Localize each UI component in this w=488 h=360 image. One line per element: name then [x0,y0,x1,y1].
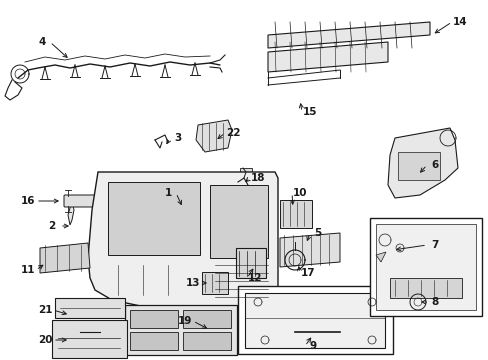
Bar [130,332,178,350]
Polygon shape [209,185,267,258]
Text: 2: 2 [48,221,56,231]
Text: 17: 17 [300,268,315,278]
Text: 5: 5 [314,228,321,238]
Bar [280,200,311,228]
Polygon shape [375,252,385,262]
Bar [55,298,125,318]
Bar [183,332,230,350]
Bar [389,278,461,298]
Polygon shape [387,128,457,198]
Text: 15: 15 [302,107,317,117]
Text: 18: 18 [250,173,264,183]
Text: 14: 14 [452,17,467,27]
Text: 19: 19 [178,316,192,326]
Text: 21: 21 [38,305,52,315]
Text: 6: 6 [430,160,438,170]
Polygon shape [267,42,387,72]
Text: 22: 22 [225,128,240,138]
Text: 9: 9 [309,341,316,351]
Bar [202,272,227,294]
Text: 16: 16 [20,196,35,206]
Polygon shape [280,233,339,267]
Text: 8: 8 [430,297,438,307]
Bar [52,320,127,358]
Polygon shape [267,22,429,48]
Text: 13: 13 [185,278,200,288]
Text: 4: 4 [38,37,45,47]
FancyBboxPatch shape [64,195,181,207]
Text: 12: 12 [247,273,262,283]
Bar [375,224,475,310]
Bar [238,286,392,354]
Polygon shape [196,120,231,152]
Polygon shape [40,243,90,273]
Bar [397,152,439,180]
Bar [369,218,481,316]
Polygon shape [244,293,384,348]
Text: 10: 10 [292,188,306,198]
Polygon shape [88,172,278,315]
Text: 7: 7 [430,240,438,250]
Text: 20: 20 [38,335,52,345]
Polygon shape [68,200,74,225]
Bar [236,248,265,278]
Text: 11: 11 [20,265,35,275]
Text: 3: 3 [174,133,181,143]
Text: 1: 1 [164,188,171,198]
Bar [130,310,178,328]
Bar [125,305,237,355]
Polygon shape [108,182,200,255]
Bar [240,168,251,176]
Bar [183,310,230,328]
